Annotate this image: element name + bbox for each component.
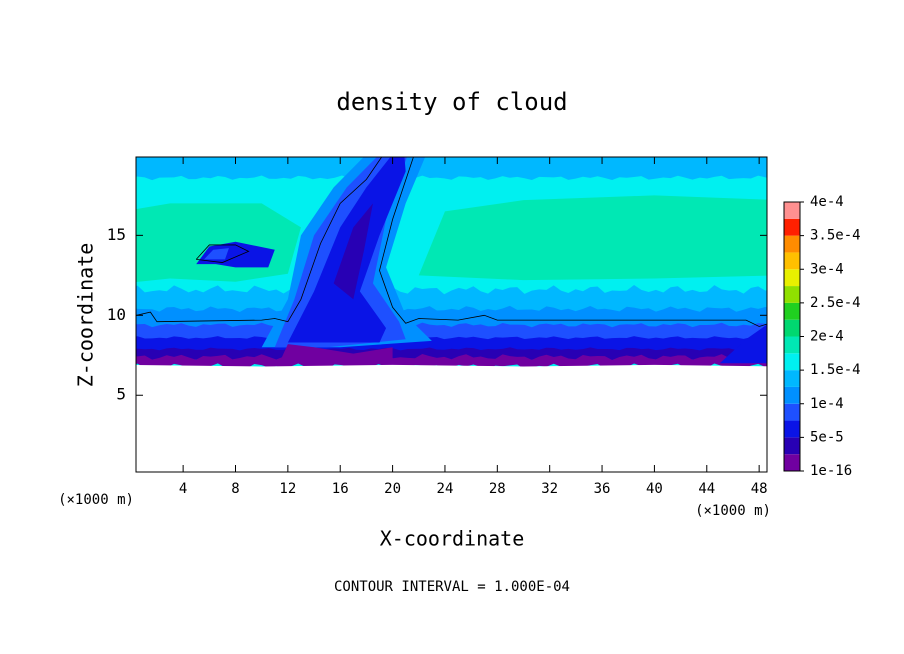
colorbar-band — [784, 202, 800, 219]
colorbar-band — [784, 370, 800, 387]
y-tick-label: 5 — [116, 385, 126, 404]
x-unit-label: (×1000 m) — [58, 492, 134, 508]
contour-region — [719, 324, 767, 364]
x-tick-label: 36 — [594, 481, 611, 497]
contour-line — [136, 157, 383, 323]
colorbar-band — [784, 386, 800, 404]
colorbar-band — [784, 235, 800, 253]
contour-region — [418, 195, 767, 281]
colorbar-band — [784, 269, 800, 287]
colorbar-band — [784, 319, 800, 337]
colorbar-band — [784, 286, 800, 303]
x-tick-label: 24 — [437, 481, 454, 497]
x-tick-label: 20 — [384, 481, 401, 497]
y-axis-label: Z-coordinate — [74, 243, 98, 388]
chart-title: density of cloud — [336, 88, 567, 116]
colorbar-tick-label: 2.5e-4 — [810, 295, 861, 311]
x-tick-label: 32 — [541, 481, 558, 497]
colorbar-tick-label: 3e-4 — [810, 261, 844, 277]
colorbar-band — [784, 420, 800, 438]
colorbar-tick-label: 4e-4 — [810, 194, 844, 210]
contour-region — [333, 203, 373, 300]
colorbar-band — [784, 454, 800, 471]
annotation: CONTOUR INTERVAL = 1.000E-04 — [334, 579, 570, 595]
x-axis-label: X-coordinate — [380, 527, 525, 551]
x-unit-label: (×1000 m) — [695, 503, 771, 519]
contour-region — [136, 157, 767, 181]
colorbar-tick-label: 1.5e-4 — [810, 362, 861, 378]
contour-line — [195, 244, 250, 263]
contour-region — [281, 344, 393, 364]
contour-field — [136, 157, 767, 396]
x-tick-label: 48 — [751, 481, 768, 497]
contour-region — [136, 203, 301, 282]
x-tick-label: 8 — [231, 481, 239, 497]
x-tick-label: 4 — [179, 481, 187, 497]
colorbar-tick-label: 1e-16 — [810, 463, 852, 479]
x-tick-label: 12 — [279, 481, 296, 497]
y-tick-label: 15 — [107, 225, 126, 244]
blank — [136, 364, 767, 396]
colorbar-band — [784, 252, 800, 270]
contour-line — [379, 157, 767, 327]
colorbar-tick-label: 3.5e-4 — [810, 228, 861, 244]
plot-frame — [135, 156, 768, 473]
colorbar-band — [784, 336, 800, 354]
colorbar-tick-label: 1e-4 — [810, 396, 844, 412]
x-tick-label: 16 — [332, 481, 349, 497]
colorbar-tick-label: 2e-4 — [810, 329, 844, 345]
colorbar-tick-label: 5e-5 — [810, 429, 844, 445]
colorbar-band — [784, 218, 800, 236]
contour-region — [196, 241, 275, 268]
x-tick-label: 44 — [698, 481, 715, 497]
colorbar-band — [784, 403, 800, 421]
colorbar-band — [784, 302, 800, 320]
y-tick-label: 10 — [107, 305, 126, 324]
colorbar-band — [784, 353, 800, 371]
colorbar-band — [784, 437, 800, 455]
x-tick-label: 28 — [489, 481, 506, 497]
x-tick-label: 40 — [646, 481, 663, 497]
contour-region — [204, 248, 229, 260]
